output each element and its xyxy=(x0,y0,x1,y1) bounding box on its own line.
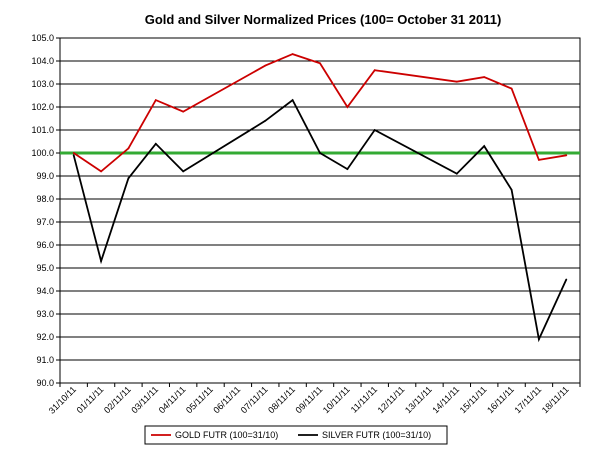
y-tick-label: 103.0 xyxy=(31,79,54,89)
x-tick-label: 15/11/11 xyxy=(458,384,489,415)
y-tick-label: 105.0 xyxy=(31,33,54,43)
data-point xyxy=(264,119,267,122)
x-tick-label: 02/11/11 xyxy=(102,384,133,415)
data-point xyxy=(264,64,267,67)
series-layer xyxy=(60,53,580,343)
series-line-silver xyxy=(72,98,568,343)
x-tick-label: 01/11/11 xyxy=(75,384,106,415)
data-point xyxy=(565,278,568,281)
y-tick-label: 96.0 xyxy=(36,240,54,250)
x-tick-label: 05/11/11 xyxy=(184,384,215,415)
x-tick-label: 09/11/11 xyxy=(294,384,325,415)
y-axis-ticks: 90.0 91.0 92.0 93.0 94.0 95.0 96.0 97.0 98.0 99.0… xyxy=(31,33,60,388)
x-tick-label: 16/11/11 xyxy=(485,384,516,415)
y-tick-label: 97.0 xyxy=(36,217,54,227)
x-tick-label: 10/11/11 xyxy=(321,384,352,415)
y-tick-label: 98.0 xyxy=(36,194,54,204)
data-point xyxy=(483,145,486,148)
data-point xyxy=(483,76,486,78)
data-point xyxy=(154,142,157,145)
x-tick-label: 18/11/11 xyxy=(540,384,571,415)
data-point xyxy=(346,168,349,171)
chart-title: Gold and Silver Normalized Prices (100= … xyxy=(145,12,502,27)
legend-label: GOLD FUTR (100=31/10) xyxy=(175,430,278,440)
data-point xyxy=(510,188,513,191)
legend-box xyxy=(144,425,448,445)
data-point xyxy=(291,53,294,55)
legend: GOLD FUTR (100=31/10) SILVER FUTR (100=31… xyxy=(144,425,448,445)
x-tick-label: 31/10/11 xyxy=(47,384,78,415)
data-point xyxy=(319,152,321,154)
y-tick-label: 92.0 xyxy=(36,332,54,342)
y-tick-label: 93.0 xyxy=(36,309,54,319)
data-point xyxy=(154,99,157,101)
legend-label: SILVER FUTR (100=31/10) xyxy=(322,430,431,440)
data-point xyxy=(455,80,458,83)
y-tick-label: 102.0 xyxy=(31,102,54,112)
data-point xyxy=(455,172,458,175)
y-tick-label: 101.0 xyxy=(31,125,54,135)
data-point xyxy=(100,170,102,173)
y-tick-label: 90.0 xyxy=(36,378,54,388)
data-point xyxy=(182,170,185,173)
data-point xyxy=(127,147,130,150)
x-tick-label: 17/11/11 xyxy=(512,384,543,415)
data-point xyxy=(373,129,376,131)
data-point xyxy=(319,62,321,65)
data-point xyxy=(291,99,294,101)
data-point xyxy=(182,110,185,113)
x-tick-label: 12/11/11 xyxy=(376,384,407,415)
x-axis-ticks: 31/10/1101/11/1102/11/1103/11/1104/11/11… xyxy=(47,383,581,416)
y-tick-label: 99.0 xyxy=(36,171,54,181)
x-tick-label: 08/11/11 xyxy=(266,384,297,415)
x-tick-label: 07/11/11 xyxy=(239,384,270,415)
data-point xyxy=(538,338,540,341)
data-point xyxy=(346,106,349,108)
x-tick-label: 13/11/11 xyxy=(403,384,434,415)
data-point xyxy=(127,177,130,180)
y-tick-label: 100.0 xyxy=(31,148,54,158)
data-point xyxy=(72,152,75,154)
y-tick-label: 91.0 xyxy=(36,355,54,365)
x-tick-label: 11/11/11 xyxy=(349,384,379,414)
data-point xyxy=(373,69,376,72)
y-tick-label: 94.0 xyxy=(36,286,54,296)
data-point xyxy=(538,159,540,161)
x-tick-label: 03/11/11 xyxy=(129,384,160,415)
data-point xyxy=(72,154,75,157)
x-tick-label: 04/11/11 xyxy=(157,384,188,415)
data-point xyxy=(565,154,568,157)
data-point xyxy=(510,87,513,90)
x-tick-label: 14/11/11 xyxy=(430,384,461,415)
plot-area xyxy=(59,37,581,384)
data-point xyxy=(100,260,102,262)
y-tick-label: 104.0 xyxy=(31,56,54,66)
y-tick-label: 95.0 xyxy=(36,263,54,273)
x-tick-label: 06/11/11 xyxy=(211,384,242,415)
gridlines xyxy=(60,37,580,384)
